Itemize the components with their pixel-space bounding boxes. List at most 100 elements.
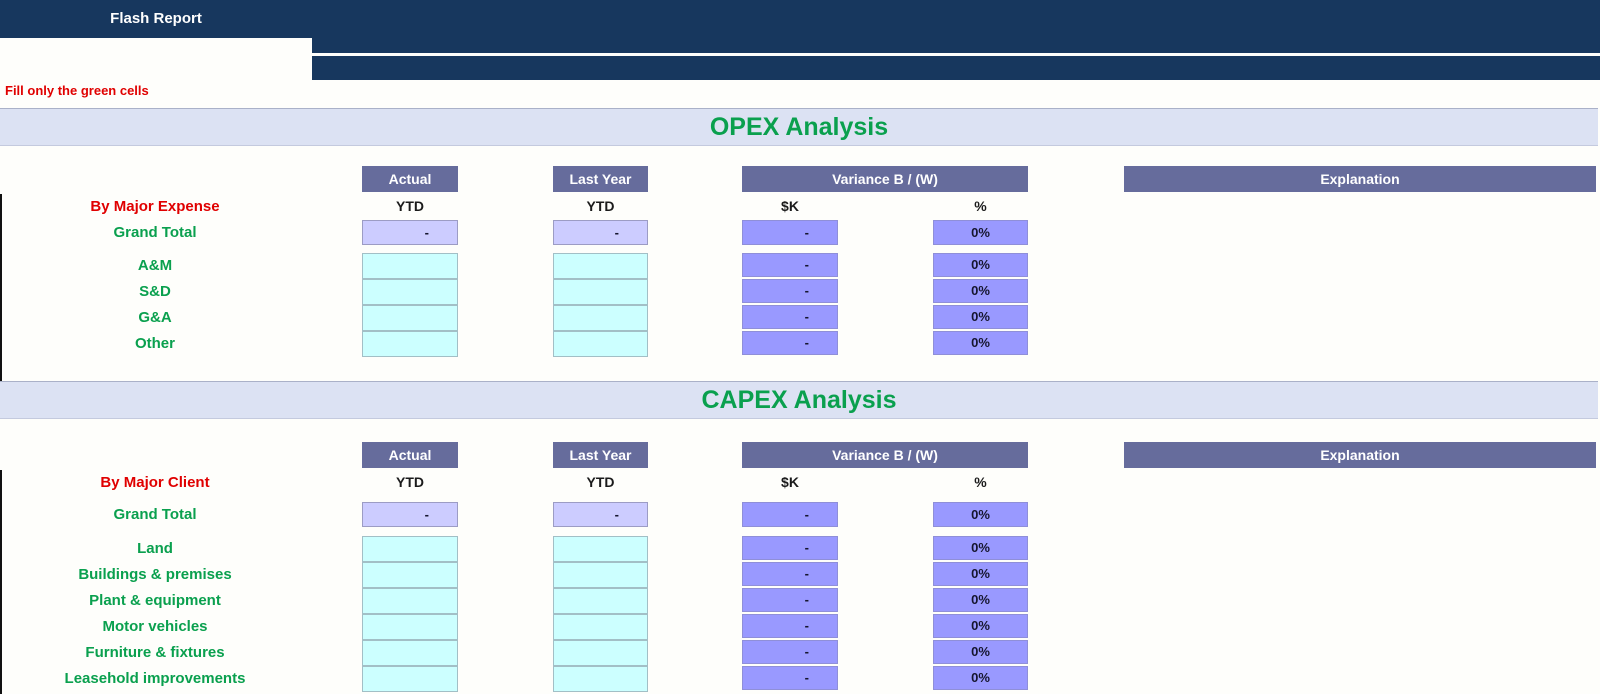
input-cell-last-year[interactable] — [553, 253, 648, 279]
fill-note: Fill only the green cells — [5, 83, 149, 98]
input-cell-last-year[interactable] — [553, 666, 648, 692]
header-band-bottom — [312, 56, 1600, 80]
table-row: A&M - 0% — [0, 253, 1600, 279]
row-label: Buildings & premises — [78, 566, 232, 583]
explanation-column-header: Explanation — [1124, 442, 1596, 468]
percent-label: % — [974, 474, 987, 490]
row-label: Other — [134, 335, 175, 352]
section-title: OPEX Analysis — [709, 113, 889, 141]
table-row: Other - 0% — [0, 331, 1600, 357]
opex-section: OPEX Analysis Actual Last Year Variance … — [0, 108, 1600, 381]
variance-column-header: Variance B / (W) — [742, 442, 1028, 468]
ytd-label-actual: YTD — [396, 198, 424, 214]
input-cell-actual[interactable] — [362, 253, 458, 279]
variance-k-cell: - — [742, 305, 838, 329]
grand-total-row: Grand Total - - - 0% — [0, 502, 1600, 528]
input-cell-last-year[interactable] — [553, 279, 648, 305]
title-bar — [0, 0, 1600, 38]
subheader-row: By Major Expense YTD YTD $K % — [0, 194, 1600, 220]
input-cell-actual[interactable] — [362, 614, 458, 640]
variance-k-cell: - — [742, 666, 838, 690]
last-year-column-header: Last Year — [553, 442, 648, 468]
input-cell-actual[interactable] — [362, 305, 458, 331]
table-row: Motor vehicles - 0% — [0, 614, 1600, 640]
table-row: Buildings & premises - 0% — [0, 562, 1600, 588]
column-header-row: Actual Last Year Variance B / (W) Explan… — [0, 166, 1600, 192]
input-cell-last-year[interactable] — [553, 331, 648, 357]
grand-total-variance-pct-cell: 0% — [933, 502, 1028, 527]
grand-total-label: Grand Total — [113, 506, 197, 523]
ytd-label-last-year: YTD — [586, 474, 615, 490]
last-year-column-header: Last Year — [553, 166, 648, 192]
variance-pct-cell: 0% — [933, 640, 1028, 664]
input-cell-actual[interactable] — [362, 666, 458, 692]
grand-total-row: Grand Total - - - 0% — [0, 220, 1600, 246]
input-cell-last-year[interactable] — [553, 562, 648, 588]
grand-total-last-year-cell: - — [553, 220, 648, 245]
grand-total-variance-pct-cell: 0% — [933, 220, 1028, 245]
input-cell-last-year[interactable] — [553, 588, 648, 614]
input-cell-actual[interactable] — [362, 536, 458, 562]
capex-section: CAPEX Analysis Actual Last Year Variance… — [0, 381, 1600, 694]
row-label: Plant & equipment — [89, 592, 221, 609]
percent-label: % — [974, 198, 987, 214]
left-border-line-opex — [0, 194, 2, 381]
table-row: G&A - 0% — [0, 305, 1600, 331]
dollar-k-label: $K — [781, 474, 799, 490]
variance-k-cell: - — [742, 562, 838, 586]
variance-k-cell: - — [742, 253, 838, 277]
grand-total-actual-cell: - — [362, 220, 458, 245]
ytd-label-actual: YTD — [396, 474, 424, 490]
input-cell-actual[interactable] — [362, 640, 458, 666]
input-cell-last-year[interactable] — [553, 536, 648, 562]
variance-k-cell: - — [742, 614, 838, 638]
input-cell-actual[interactable] — [362, 562, 458, 588]
dollar-k-label: $K — [781, 198, 799, 214]
table-row: Leasehold improvements - 0% — [0, 666, 1600, 692]
row-label: G&A — [138, 309, 172, 326]
by-major-expense-label: By Major Expense — [90, 198, 220, 215]
row-label: Furniture & fixtures — [85, 644, 225, 661]
ytd-label-last-year: YTD — [586, 198, 615, 214]
table-row: Plant & equipment - 0% — [0, 588, 1600, 614]
variance-pct-cell: 0% — [933, 331, 1028, 355]
variance-pct-cell: 0% — [933, 305, 1028, 329]
variance-pct-cell: 0% — [933, 614, 1028, 638]
table-row: S&D - 0% — [0, 279, 1600, 305]
grand-total-label: Grand Total — [113, 224, 197, 241]
header-band-top — [312, 38, 1600, 53]
variance-pct-cell: 0% — [933, 536, 1028, 560]
row-label: Land — [137, 540, 173, 557]
grand-total-last-year-cell: - — [553, 502, 648, 527]
section-title: CAPEX Analysis — [701, 386, 897, 414]
variance-pct-cell: 0% — [933, 253, 1028, 277]
variance-pct-cell: 0% — [933, 666, 1028, 690]
input-cell-last-year[interactable] — [553, 640, 648, 666]
actual-column-header: Actual — [362, 166, 458, 192]
explanation-column-header: Explanation — [1124, 166, 1596, 192]
variance-k-cell: - — [742, 279, 838, 303]
grand-total-variance-k-cell: - — [742, 502, 838, 527]
input-cell-last-year[interactable] — [553, 305, 648, 331]
row-label: S&D — [139, 283, 171, 300]
variance-column-header: Variance B / (W) — [742, 166, 1028, 192]
grand-total-actual-cell: - — [362, 502, 458, 527]
column-header-row: Actual Last Year Variance B / (W) Explan… — [0, 442, 1600, 468]
section-banner: OPEX Analysis — [0, 108, 1598, 146]
input-cell-last-year[interactable] — [553, 614, 648, 640]
table-row: Land - 0% — [0, 536, 1600, 562]
variance-pct-cell: 0% — [933, 588, 1028, 612]
subheader-row: By Major Client YTD YTD $K % — [0, 470, 1600, 496]
grand-total-variance-k-cell: - — [742, 220, 838, 245]
row-label: Leasehold improvements — [64, 670, 246, 687]
variance-k-cell: - — [742, 588, 838, 612]
input-cell-actual[interactable] — [362, 279, 458, 305]
row-label: A&M — [137, 257, 173, 274]
input-cell-actual[interactable] — [362, 331, 458, 357]
left-border-line-capex — [0, 470, 2, 694]
variance-k-cell: - — [742, 331, 838, 355]
input-cell-actual[interactable] — [362, 588, 458, 614]
section-banner: CAPEX Analysis — [0, 381, 1598, 419]
table-row: Furniture & fixtures - 0% — [0, 640, 1600, 666]
